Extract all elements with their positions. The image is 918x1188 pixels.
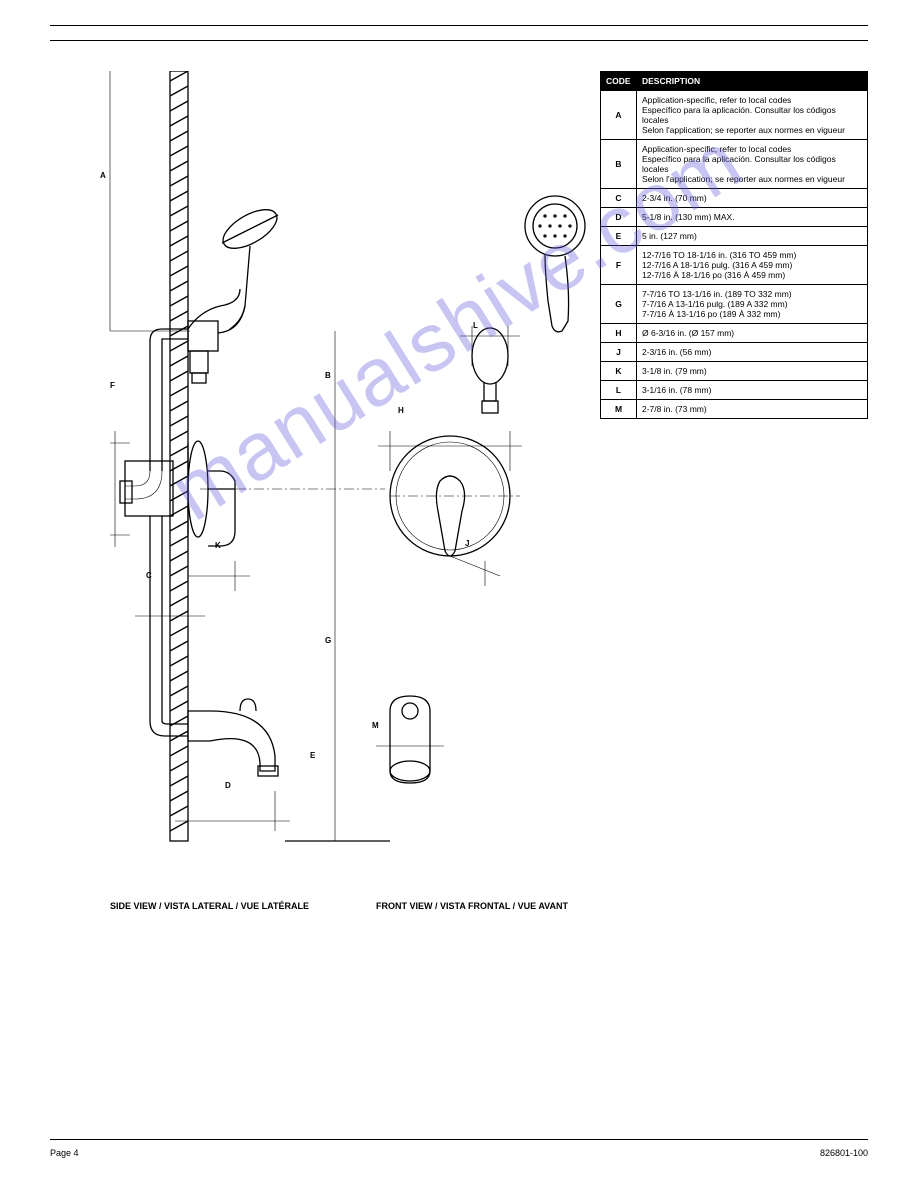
- table-desc: Application-specific, refer to local cod…: [637, 91, 868, 140]
- table-code: D: [601, 208, 637, 227]
- table-code: J: [601, 343, 637, 362]
- table-desc: 3-1/8 in. (79 mm): [637, 362, 868, 381]
- table-desc: 2-3/4 in. (70 mm): [637, 189, 868, 208]
- th-desc: DESCRIPTION: [637, 72, 868, 91]
- caption-front: FRONT VIEW / VISTA FRONTAL / VUE AVANT: [376, 901, 568, 911]
- table-code: B: [601, 140, 637, 189]
- table-code: F: [601, 246, 637, 285]
- table-desc: Application-specific, refer to local cod…: [637, 140, 868, 189]
- table-desc: 12-7/16 TO 18-1/16 in. (316 TO 459 mm) 1…: [637, 246, 868, 285]
- table-code: M: [601, 400, 637, 419]
- table-desc: 2-3/16 in. (56 mm): [637, 343, 868, 362]
- table-code: E: [601, 227, 637, 246]
- table-desc: 5 in. (127 mm): [637, 227, 868, 246]
- table-code: C: [601, 189, 637, 208]
- table-code: L: [601, 381, 637, 400]
- table-desc: 7-7/16 TO 13-1/16 in. (189 TO 332 mm) 7-…: [637, 285, 868, 324]
- footer-page: Page 4: [50, 1148, 79, 1158]
- table-code: G: [601, 285, 637, 324]
- table-code: A: [601, 91, 637, 140]
- table-code: H: [601, 324, 637, 343]
- table-desc: 2-7/8 in. (73 mm): [637, 400, 868, 419]
- table-code: K: [601, 362, 637, 381]
- footer-code: 826801-100: [820, 1148, 868, 1158]
- table-desc: 3-1/16 in. (78 mm): [637, 381, 868, 400]
- caption-side: SIDE VIEW / VISTA LATERAL / VUE LATÉRALE: [110, 901, 309, 911]
- table-desc: Ø 6-3/16 in. (Ø 157 mm): [637, 324, 868, 343]
- table-desc: 5-1/8 in. (130 mm) MAX.: [637, 208, 868, 227]
- dimension-table: CODE DESCRIPTION AApplication-specific, …: [600, 71, 868, 419]
- spec-diagram: [90, 71, 620, 871]
- th-code: CODE: [601, 72, 637, 91]
